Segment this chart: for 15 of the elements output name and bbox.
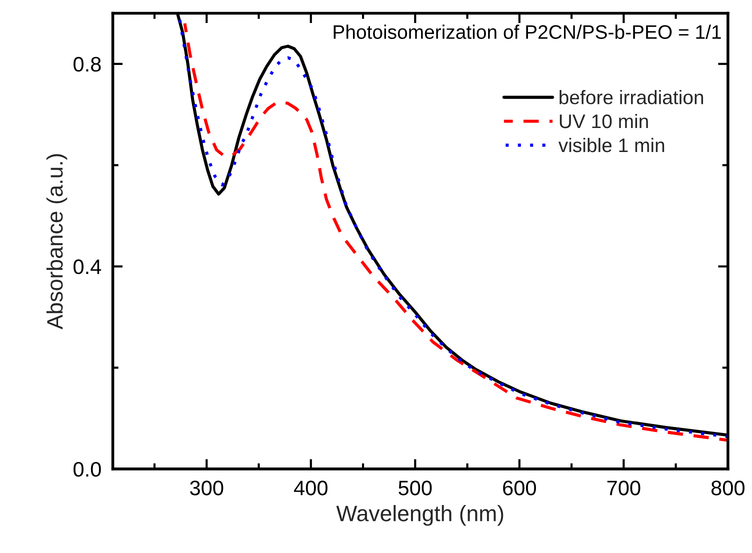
x-tick-label: 800 bbox=[711, 480, 745, 496]
x-tick-label: 400 bbox=[294, 480, 328, 496]
annotation: Photoisomerization of P2CN/PS-b-PEO = 1/1 bbox=[334, 24, 721, 39]
x-tick-label: 600 bbox=[503, 480, 536, 496]
x-axis-title: Wavelength (nm) bbox=[336, 505, 504, 526]
legend-label: visible 1 min bbox=[558, 138, 664, 152]
x-tick-label: 700 bbox=[607, 480, 640, 496]
legend-label: UV 10 min bbox=[560, 114, 648, 128]
x-tick-label: 500 bbox=[398, 480, 432, 496]
x-tick-label: 300 bbox=[190, 480, 224, 496]
y-tick-label: 0.8 bbox=[74, 56, 101, 72]
y-tick-label: 0.4 bbox=[74, 259, 102, 274]
y-tick-label: 0.0 bbox=[74, 462, 101, 477]
y-axis-title: Absorbance (a.u.) bbox=[46, 154, 68, 330]
legend-label: before irradiation bbox=[560, 90, 704, 104]
